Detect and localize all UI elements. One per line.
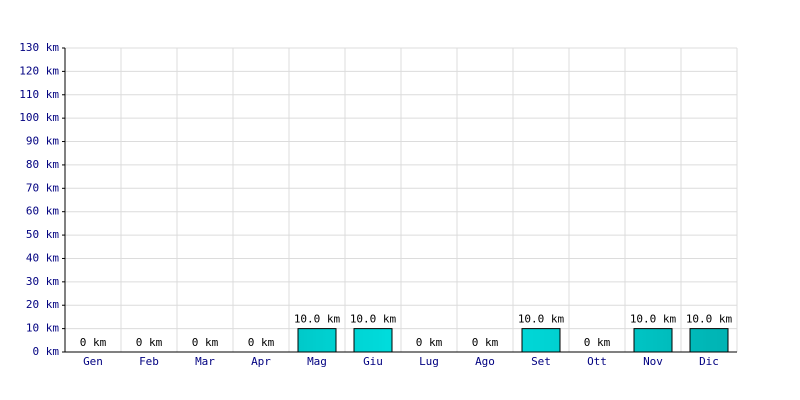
y-tick-label: 50 km xyxy=(26,228,59,241)
y-tick-label: 130 km xyxy=(19,41,59,54)
y-tick-label: 20 km xyxy=(26,298,59,311)
y-tick-label: 60 km xyxy=(26,205,59,218)
value-label: 10.0 km xyxy=(350,313,397,326)
x-tick-label: Ott xyxy=(587,355,607,368)
value-label: 0 km xyxy=(136,336,163,349)
x-tick-label: Giu xyxy=(363,355,383,368)
x-tick-label: Feb xyxy=(139,355,159,368)
x-tick-label: Lug xyxy=(419,355,439,368)
x-tick-label: Ago xyxy=(475,355,495,368)
x-tick-label: Gen xyxy=(83,355,103,368)
value-label: 0 km xyxy=(192,336,219,349)
bar-shade xyxy=(690,328,728,352)
y-tick-label: 120 km xyxy=(19,64,59,77)
x-tick-label: Nov xyxy=(643,355,663,368)
value-label: 10.0 km xyxy=(518,313,565,326)
y-tick-label: 10 km xyxy=(26,322,59,335)
bar-shade xyxy=(298,328,336,352)
y-tick-label: 100 km xyxy=(19,111,59,124)
bar-shade xyxy=(354,328,392,352)
value-label: 0 km xyxy=(472,336,499,349)
x-tick-label: Mar xyxy=(195,355,215,368)
value-label: 0 km xyxy=(584,336,611,349)
x-tick-label: Set xyxy=(531,355,551,368)
value-label: 0 km xyxy=(248,336,275,349)
x-tick-label: Mag xyxy=(307,355,327,368)
y-tick-label: 0 km xyxy=(33,345,60,358)
x-tick-label: Dic xyxy=(699,355,719,368)
x-tick-label: Apr xyxy=(251,355,271,368)
y-tick-label: 70 km xyxy=(26,181,59,194)
bar-shade xyxy=(634,328,672,352)
y-tick-label: 30 km xyxy=(26,275,59,288)
y-tick-label: 110 km xyxy=(19,88,59,101)
value-label: 0 km xyxy=(416,336,443,349)
y-tick-label: 40 km xyxy=(26,251,59,264)
value-label: 10.0 km xyxy=(630,313,677,326)
y-tick-label: 80 km xyxy=(26,158,59,171)
value-label: 10.0 km xyxy=(686,313,733,326)
value-label: 10.0 km xyxy=(294,313,341,326)
y-tick-label: 90 km xyxy=(26,135,59,148)
value-label: 0 km xyxy=(80,336,107,349)
bar-shade xyxy=(522,328,560,352)
